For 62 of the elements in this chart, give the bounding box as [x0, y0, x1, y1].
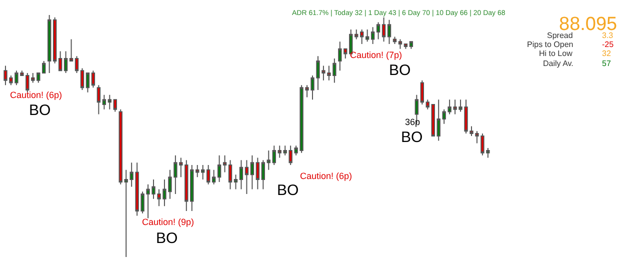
candlestick — [228, 160, 232, 190]
text: Pips to Open — [527, 40, 574, 49]
candlestick — [206, 164, 210, 185]
candlestick — [86, 72, 90, 93]
candlestick — [256, 157, 260, 190]
annotation: BO — [277, 182, 299, 199]
candlestick — [266, 150, 270, 170]
candlestick — [48, 14, 52, 74]
candlestick — [409, 41, 414, 50]
candlestick — [250, 154, 254, 190]
annotation: Caution! (7p) — [350, 50, 402, 60]
candlestick — [74, 56, 79, 74]
candlestick — [102, 94, 106, 110]
candlestick — [36, 72, 40, 84]
candlestick — [222, 154, 227, 173]
candlestick — [376, 22, 380, 40]
candlestick — [404, 44, 408, 50]
candlestick — [261, 160, 265, 190]
candlestick — [52, 16, 57, 64]
text: Hi to Low — [539, 49, 573, 58]
candlestick — [118, 108, 122, 185]
annotation: 36p — [405, 117, 420, 127]
candlestick — [217, 154, 222, 182]
candlestick — [64, 50, 68, 74]
candlestick — [398, 38, 402, 50]
annotation: Caution! (9p) — [142, 217, 194, 227]
annotation: Caution! (6p) — [300, 171, 352, 181]
candlestick — [201, 164, 205, 180]
candlestick — [272, 145, 276, 166]
candlestick — [42, 60, 46, 74]
candlestick — [365, 29, 370, 42]
candlestick — [69, 38, 74, 62]
annotation: BO — [156, 230, 178, 247]
text: Daily Av. — [543, 59, 574, 68]
candlestick — [58, 50, 62, 72]
candlestick — [91, 70, 96, 88]
candlestick — [370, 26, 375, 45]
candlestick — [382, 16, 386, 42]
annotation: BO — [29, 102, 51, 119]
candlestick — [113, 99, 117, 112]
candlestick — [426, 99, 430, 110]
candlestick — [360, 29, 364, 45]
candlestick — [387, 19, 392, 45]
candlestick — [239, 160, 244, 190]
candlestick — [234, 174, 238, 190]
candlestick — [96, 84, 101, 115]
candlestick — [392, 36, 397, 45]
candlestick — [420, 80, 424, 106]
candlestick — [80, 68, 84, 90]
text: 3.3 — [602, 31, 614, 40]
annotation: BO — [401, 129, 423, 146]
annotation: Caution! (6p) — [10, 90, 62, 100]
candlestick — [196, 164, 200, 178]
candlestick — [244, 160, 249, 195]
candlestick — [431, 104, 435, 136]
text: -25 — [602, 40, 614, 49]
candlestick — [108, 94, 112, 110]
candlestick — [354, 29, 358, 40]
text: 32 — [602, 49, 612, 58]
annotation: BO — [389, 62, 411, 79]
candlestick — [212, 169, 216, 185]
text: 57 — [602, 59, 612, 68]
